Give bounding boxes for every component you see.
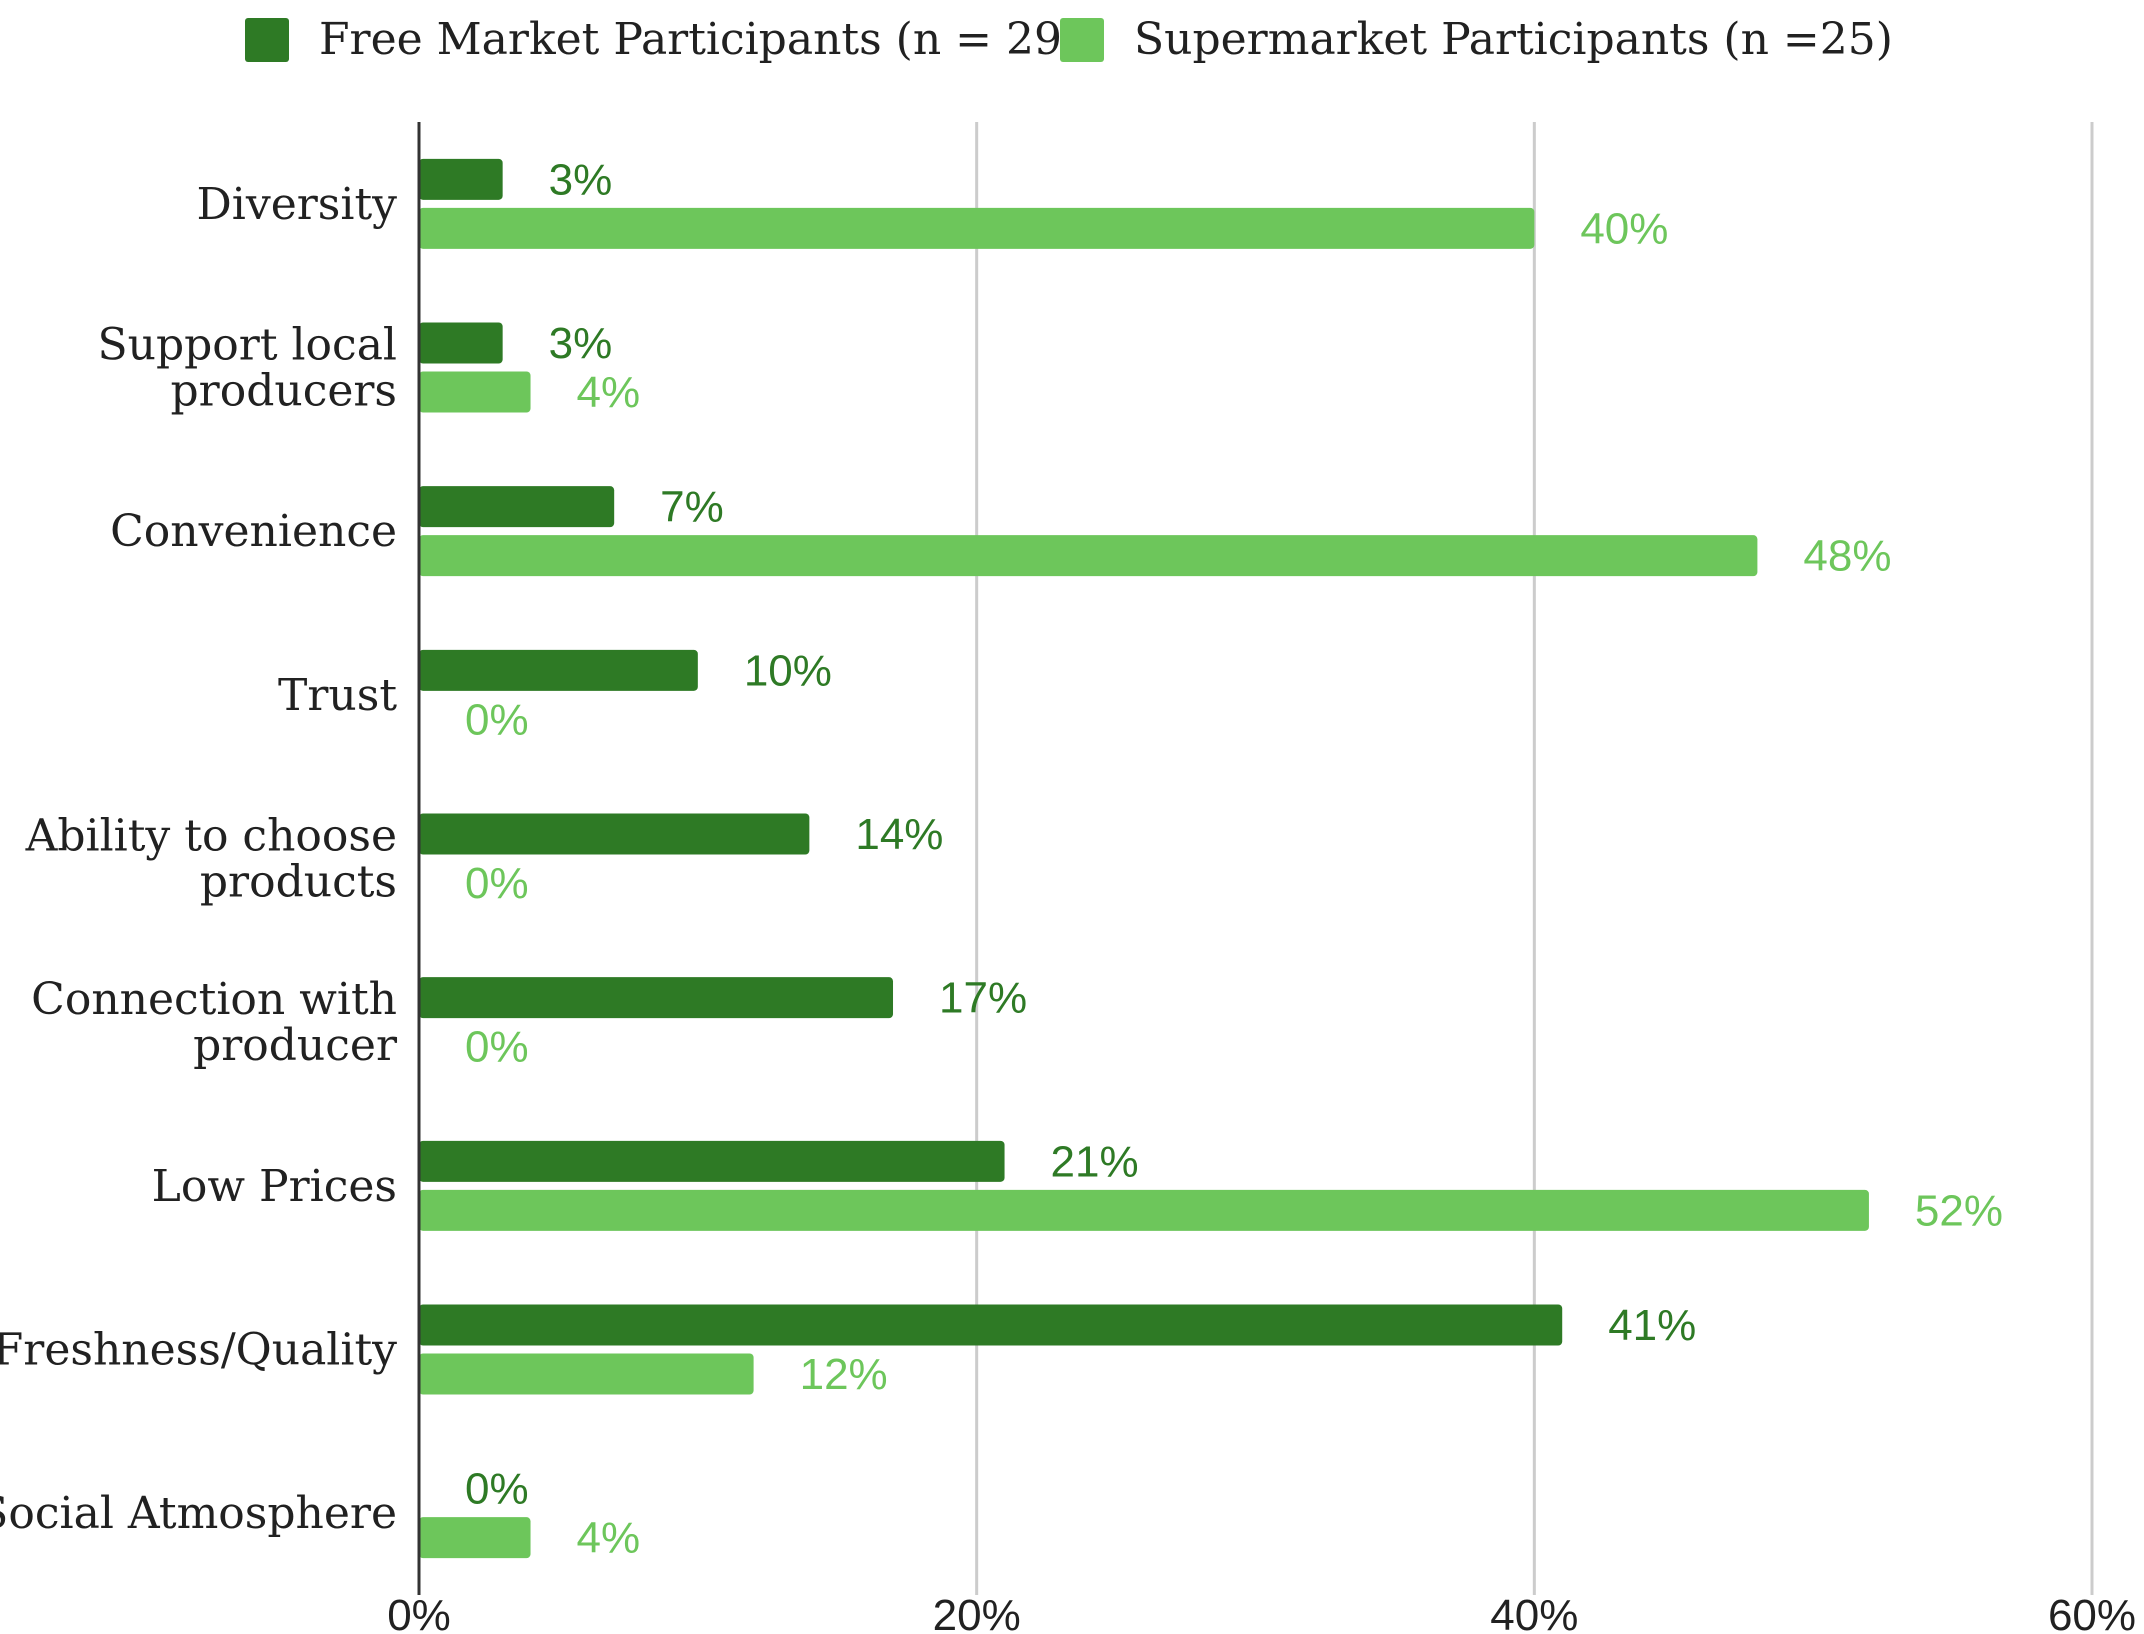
- category-label: Diversity: [197, 179, 398, 230]
- data-label: 3%: [549, 319, 613, 368]
- bar-free-market: [419, 977, 894, 1019]
- category-label: Social Atmosphere: [0, 1488, 397, 1539]
- bar-free-market: [419, 649, 698, 691]
- data-label: 17%: [939, 974, 1027, 1023]
- category-label: Low Prices: [152, 1161, 397, 1212]
- category-label: Trust: [278, 670, 397, 721]
- category-label: Support local producers: [97, 320, 397, 417]
- data-label: 12%: [800, 1350, 888, 1399]
- bar-supermarket: [419, 1189, 1869, 1231]
- category-label: Convenience: [110, 506, 397, 557]
- data-label: 0%: [465, 695, 529, 744]
- legend: Free Market Participants (n = 29) Superm…: [0, 8, 2144, 68]
- data-label: 21%: [1051, 1137, 1139, 1186]
- bar-free-market: [419, 1304, 1563, 1346]
- bar-supermarket: [419, 371, 531, 413]
- category-label: Freshness/Quality: [0, 1325, 397, 1376]
- x-tick-label: 20%: [933, 1591, 1021, 1634]
- data-label: 40%: [1580, 204, 1668, 253]
- bar-supermarket: [419, 535, 1758, 577]
- legend-swatch-free-market: [245, 17, 289, 62]
- data-label: 0%: [465, 1023, 529, 1072]
- category-label: Connection with producer: [31, 974, 398, 1071]
- data-label: 48%: [1803, 532, 1891, 581]
- legend-item-supermarket: Supermarket Participants (n =25): [1060, 14, 1893, 65]
- legend-item-free-market: Free Market Participants (n = 29): [245, 14, 1079, 65]
- legend-label-free-market: Free Market Participants (n = 29): [319, 14, 1080, 65]
- bar-free-market: [419, 158, 503, 200]
- bar-supermarket: [419, 1353, 754, 1395]
- data-label: 10%: [744, 646, 832, 695]
- data-label: 41%: [1608, 1301, 1696, 1350]
- legend-label-supermarket: Supermarket Participants (n =25): [1134, 14, 1893, 65]
- bar-supermarket: [419, 1517, 531, 1559]
- x-tick-label: 60%: [2048, 1591, 2136, 1634]
- data-label: 0%: [465, 1465, 529, 1514]
- bar-free-market: [419, 813, 810, 855]
- data-label: 7%: [660, 483, 724, 532]
- legend-swatch-supermarket: [1060, 17, 1104, 62]
- x-tick-label: 40%: [1490, 1591, 1578, 1634]
- data-label: 4%: [577, 1514, 641, 1563]
- data-label: 52%: [1915, 1186, 2003, 1235]
- data-label: 14%: [855, 810, 943, 859]
- bar-free-market: [419, 322, 503, 364]
- data-label: 3%: [549, 155, 613, 204]
- bar-supermarket: [419, 207, 1535, 249]
- bar-free-market: [419, 1140, 1005, 1182]
- x-tick-label: 0%: [387, 1591, 451, 1634]
- category-label: Ability to choose products: [25, 811, 397, 908]
- bar-free-market: [419, 486, 615, 528]
- data-label: 4%: [577, 368, 641, 417]
- data-label: 0%: [465, 859, 529, 908]
